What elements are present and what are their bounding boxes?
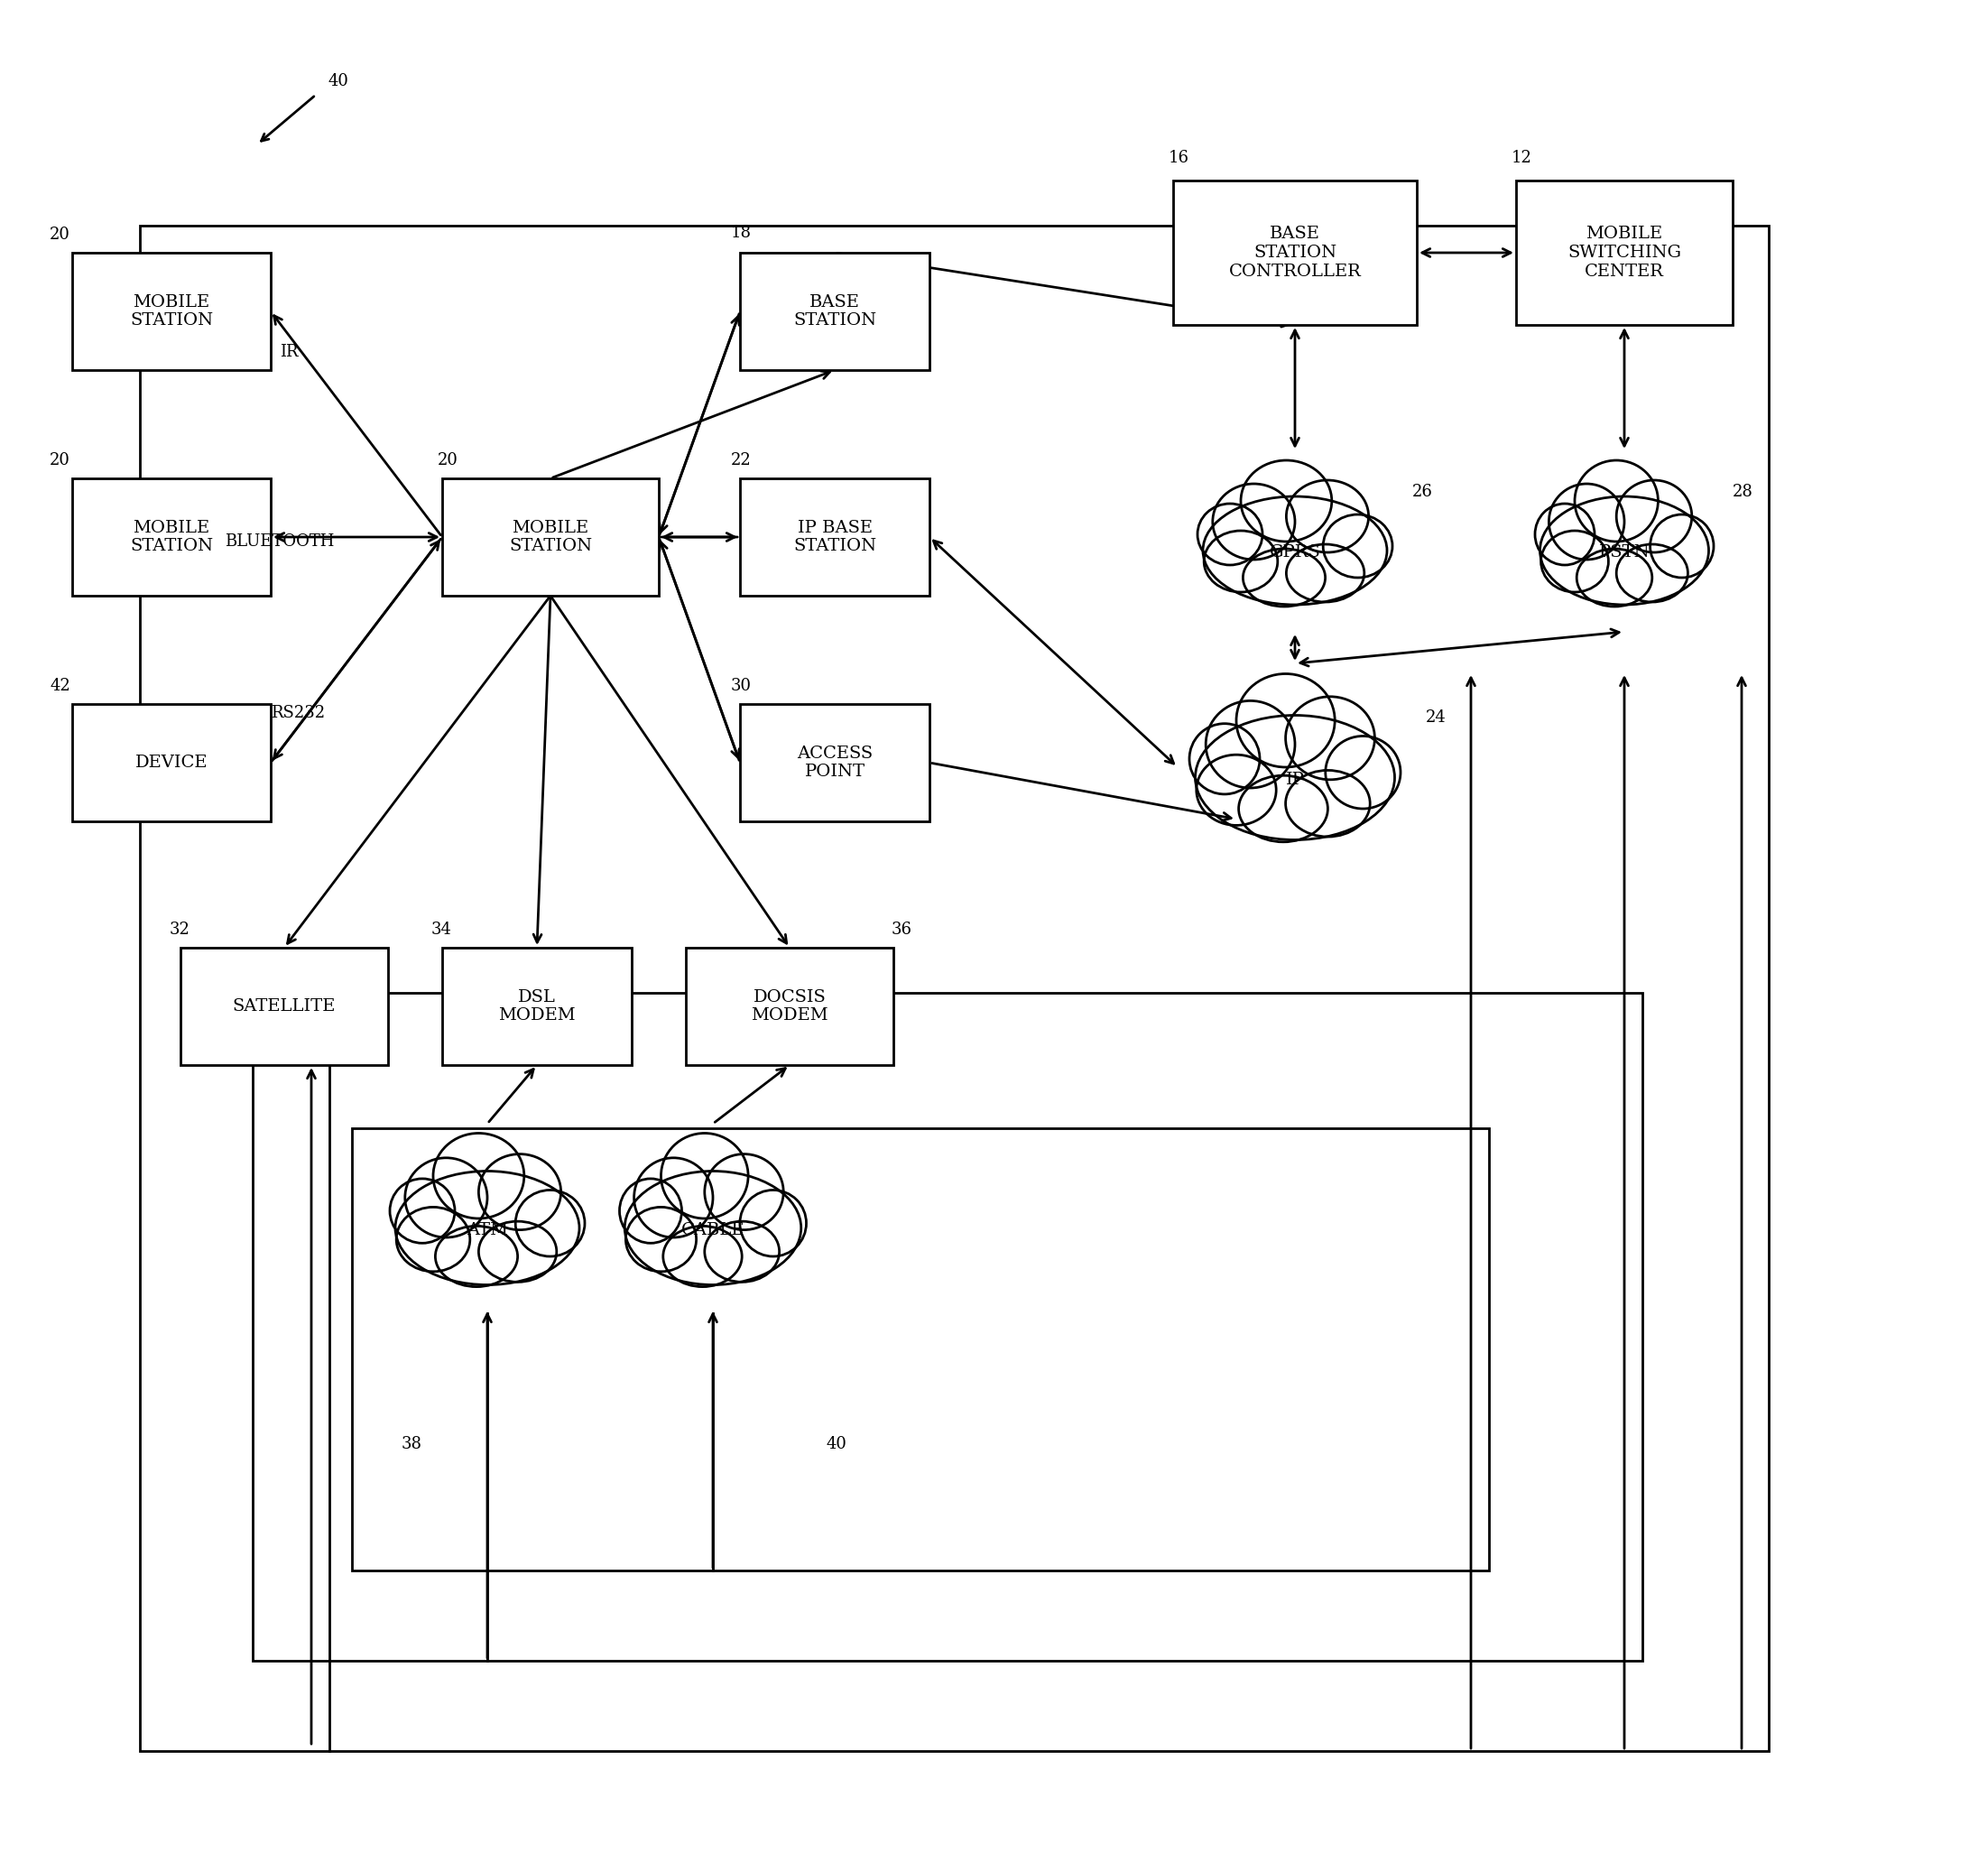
Text: MOBILE
STATION: MOBILE STATION <box>129 519 213 554</box>
FancyBboxPatch shape <box>1173 180 1417 324</box>
Text: SATELLITE: SATELLITE <box>233 999 336 1014</box>
Ellipse shape <box>1197 504 1262 565</box>
Text: GPRS: GPRS <box>1270 545 1320 560</box>
Ellipse shape <box>479 1221 557 1282</box>
Text: 40: 40 <box>328 72 348 89</box>
Text: 12: 12 <box>1511 150 1533 167</box>
Ellipse shape <box>1241 460 1332 541</box>
Ellipse shape <box>1324 515 1392 578</box>
Text: 20: 20 <box>50 452 70 469</box>
FancyBboxPatch shape <box>441 947 632 1065</box>
Ellipse shape <box>1576 548 1652 606</box>
Text: IP BASE
STATION: IP BASE STATION <box>793 519 877 554</box>
Text: DSL
MODEM: DSL MODEM <box>499 990 577 1025</box>
Ellipse shape <box>1286 771 1370 838</box>
Text: DEVICE: DEVICE <box>135 754 209 771</box>
Ellipse shape <box>1189 725 1260 795</box>
Text: RS232: RS232 <box>270 704 324 721</box>
Text: DOCSIS
MODEM: DOCSIS MODEM <box>751 990 829 1025</box>
Ellipse shape <box>396 1171 579 1284</box>
Text: BASE
STATION: BASE STATION <box>793 295 877 328</box>
Ellipse shape <box>1239 776 1328 841</box>
Bar <box>352 1128 1489 1571</box>
Text: 24: 24 <box>1425 710 1447 726</box>
Text: MOBILE
SWITCHING
CENTER: MOBILE SWITCHING CENTER <box>1567 226 1682 280</box>
Text: 16: 16 <box>1169 150 1189 167</box>
Ellipse shape <box>626 1206 696 1271</box>
Ellipse shape <box>435 1227 517 1286</box>
Text: 42: 42 <box>50 678 70 695</box>
Ellipse shape <box>1207 700 1294 788</box>
Text: 28: 28 <box>1734 484 1753 500</box>
Text: 38: 38 <box>402 1436 421 1453</box>
Text: IP: IP <box>1286 771 1304 788</box>
Ellipse shape <box>1326 736 1400 808</box>
Bar <box>139 226 1769 1751</box>
Ellipse shape <box>662 1134 747 1219</box>
Text: 32: 32 <box>169 921 191 938</box>
Ellipse shape <box>1286 697 1376 780</box>
Ellipse shape <box>664 1227 742 1286</box>
FancyBboxPatch shape <box>740 704 930 821</box>
Text: 40: 40 <box>825 1436 847 1453</box>
Text: ACCESS
POINT: ACCESS POINT <box>797 745 873 780</box>
FancyBboxPatch shape <box>72 478 270 595</box>
Ellipse shape <box>704 1154 783 1230</box>
Ellipse shape <box>1197 754 1276 825</box>
Text: CABLE: CABLE <box>682 1221 746 1238</box>
Ellipse shape <box>1195 715 1396 839</box>
Text: 22: 22 <box>732 452 751 469</box>
Ellipse shape <box>1616 545 1688 602</box>
FancyBboxPatch shape <box>1517 180 1734 324</box>
Ellipse shape <box>1549 484 1624 560</box>
Text: MOBILE
STATION: MOBILE STATION <box>509 519 592 554</box>
Bar <box>252 993 1642 1660</box>
Ellipse shape <box>1616 480 1692 552</box>
Ellipse shape <box>1237 674 1334 767</box>
Text: ATM: ATM <box>467 1221 509 1238</box>
FancyBboxPatch shape <box>740 478 930 595</box>
Text: PSTN: PSTN <box>1598 545 1650 560</box>
Ellipse shape <box>433 1134 525 1219</box>
FancyBboxPatch shape <box>686 947 893 1065</box>
Ellipse shape <box>1574 460 1658 541</box>
Text: 36: 36 <box>891 921 912 938</box>
FancyBboxPatch shape <box>441 478 658 595</box>
Ellipse shape <box>1286 545 1364 602</box>
Ellipse shape <box>634 1158 714 1238</box>
Ellipse shape <box>390 1179 455 1243</box>
Ellipse shape <box>406 1158 487 1238</box>
Text: 20: 20 <box>437 452 459 469</box>
Ellipse shape <box>1205 530 1278 593</box>
Ellipse shape <box>704 1221 779 1282</box>
Text: IR: IR <box>280 345 298 359</box>
Text: 26: 26 <box>1411 484 1433 500</box>
Ellipse shape <box>1541 497 1710 604</box>
Ellipse shape <box>624 1171 801 1284</box>
Text: BLUETOOTH: BLUETOOTH <box>225 534 334 550</box>
Text: 30: 30 <box>732 678 751 695</box>
Text: 34: 34 <box>431 921 451 938</box>
Ellipse shape <box>1535 504 1594 565</box>
Ellipse shape <box>1650 515 1714 578</box>
Ellipse shape <box>1242 548 1326 606</box>
Ellipse shape <box>620 1179 682 1243</box>
Ellipse shape <box>1541 530 1608 593</box>
Text: 20: 20 <box>50 226 70 243</box>
Ellipse shape <box>396 1206 469 1271</box>
Ellipse shape <box>1203 497 1388 604</box>
Ellipse shape <box>1213 484 1294 560</box>
Text: BASE
STATION
CONTROLLER: BASE STATION CONTROLLER <box>1229 226 1362 280</box>
Text: 18: 18 <box>732 224 751 241</box>
FancyBboxPatch shape <box>740 252 930 371</box>
Ellipse shape <box>515 1190 584 1256</box>
FancyBboxPatch shape <box>72 252 270 371</box>
FancyBboxPatch shape <box>72 704 270 821</box>
Ellipse shape <box>1286 480 1368 552</box>
FancyBboxPatch shape <box>181 947 388 1065</box>
Text: MOBILE
STATION: MOBILE STATION <box>129 295 213 328</box>
Ellipse shape <box>479 1154 561 1230</box>
Ellipse shape <box>740 1190 807 1256</box>
